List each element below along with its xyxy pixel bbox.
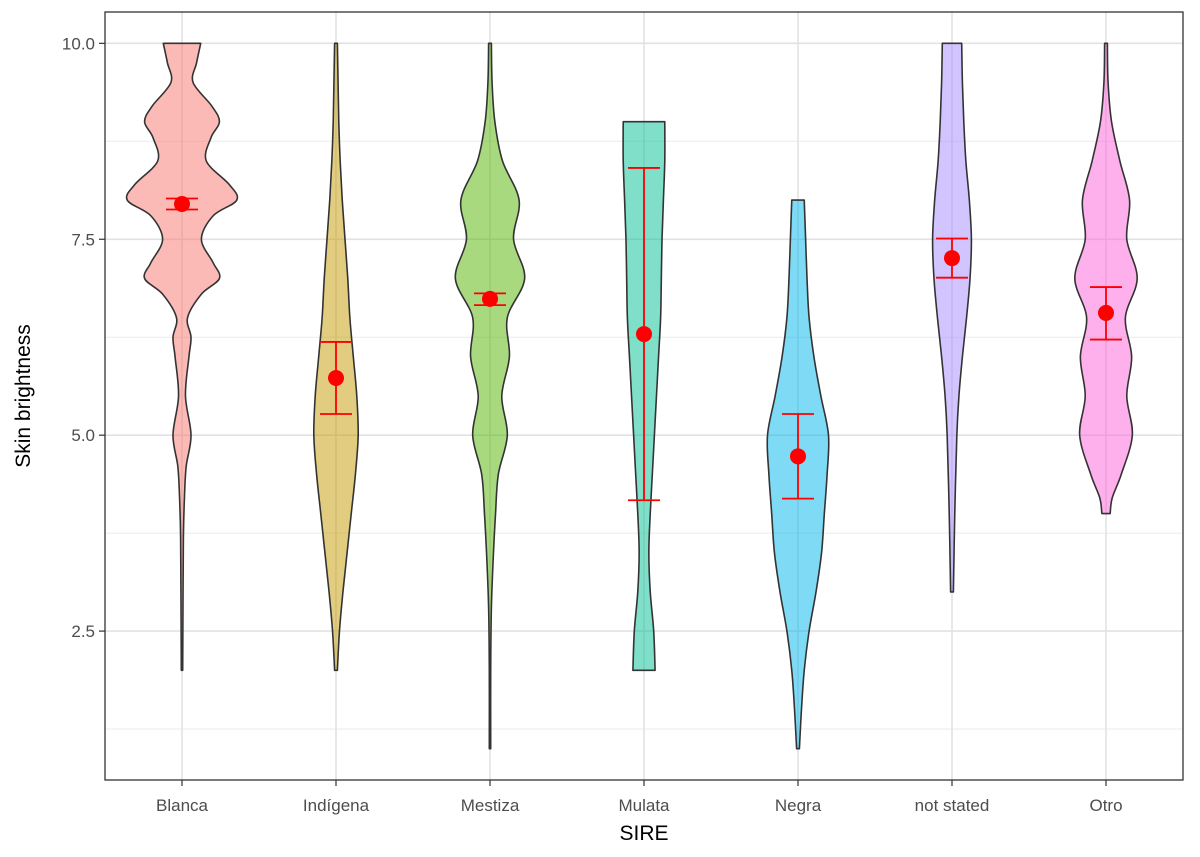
x-tick-label: Indígena [303, 796, 370, 815]
x-tick-label: Blanca [156, 796, 209, 815]
x-axis-title: SIRE [619, 822, 668, 845]
x-tick-label: not stated [915, 796, 990, 815]
violin [1074, 42, 1138, 515]
violin [931, 42, 973, 593]
x-tick-label: Otro [1089, 796, 1122, 815]
x-axis: Blanca Indígena Mestiza Mulata Negra not stat… [156, 780, 1123, 815]
y-tick-label: 7.5 [71, 230, 95, 249]
y-tick-label: 2.5 [71, 622, 95, 641]
x-tick-label: Mulata [618, 796, 670, 815]
y-tick-label: 10.0 [62, 34, 95, 53]
mean-point [790, 448, 806, 465]
mean-point [482, 290, 498, 307]
violin [125, 42, 239, 672]
error-bars [166, 167, 1122, 502]
mean-point [636, 326, 652, 343]
y-axis: 2.5 5.0 7.5 10.0 [62, 34, 105, 641]
mean-point [328, 369, 344, 386]
x-tick-label: Mestiza [461, 796, 520, 815]
x-tick-label: Negra [775, 796, 822, 815]
mean-point [1098, 304, 1114, 321]
y-tick-label: 5.0 [71, 426, 95, 445]
y-axis-title: Skin brightness [12, 324, 35, 468]
mean-point [174, 196, 190, 212]
mean-point [944, 250, 960, 267]
violin [454, 42, 526, 750]
